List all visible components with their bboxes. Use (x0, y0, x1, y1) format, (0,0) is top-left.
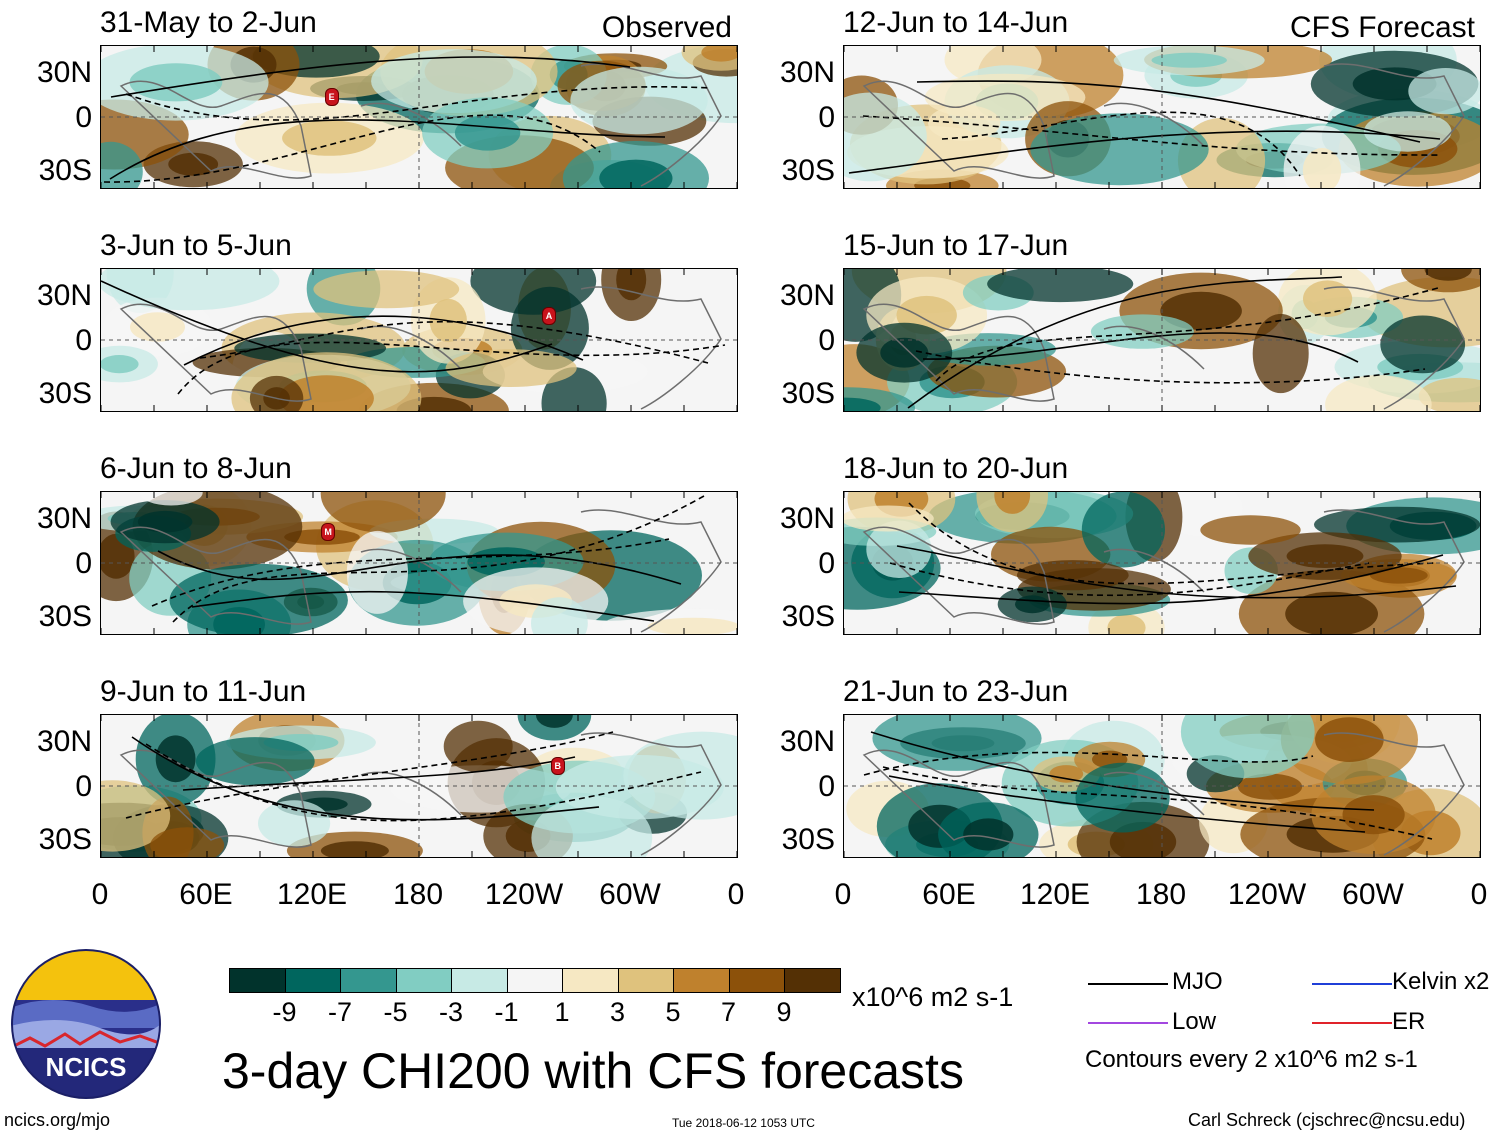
colorbar-tick-label: 9 (776, 997, 792, 1027)
colorbar-tick-label: -9 (272, 997, 297, 1027)
legend-label-mjo: MJO (1172, 968, 1223, 995)
colorbar-swatch (396, 969, 452, 992)
x-tick-label: 60W (599, 878, 661, 911)
y-tick-label: 0 (75, 101, 92, 134)
colorbar-tick-label: -1 (494, 997, 519, 1027)
y-tick-label: 30N (36, 725, 92, 758)
y-tick-label: 30N (36, 56, 92, 89)
ncics-logo: NCICS (10, 948, 162, 1100)
footer-credit: Carl Schreck (cjschrec@ncsu.edu) (1188, 1110, 1466, 1130)
map-panel (843, 45, 1481, 189)
x-tick-label: 120W (484, 878, 564, 911)
panel-title: 15-Jun to 17-Jun (843, 229, 1069, 262)
event-marker: A (541, 307, 556, 326)
colorbar-swatch (729, 969, 785, 992)
panel-title: 6-Jun to 8-Jun (100, 452, 292, 485)
colorbar-swatch (618, 969, 674, 992)
colorbar-swatch (563, 969, 619, 992)
colorbar-units: x10^6 m2 s-1 (852, 982, 1014, 1012)
colorbar-tick-label: 1 (554, 997, 570, 1027)
x-tick-label: 120W (1227, 878, 1307, 911)
colorbar-swatch (230, 969, 286, 992)
colorbar-swatch (341, 969, 397, 992)
x-tick-label: 0 (727, 878, 745, 911)
legend-label-low: Low (1172, 1008, 1217, 1035)
x-tick-label: 0 (91, 878, 109, 911)
x-tick-label: 60W (1342, 878, 1404, 911)
panel-title: 12-Jun to 14-Jun (843, 6, 1069, 39)
legend-label-kelvin: Kelvin x2 (1392, 968, 1490, 995)
y-tick-label: 30N (36, 279, 92, 312)
colorbar-tick-label: 3 (609, 997, 626, 1027)
y-tick-label: 30S (781, 377, 835, 410)
footer-timestamp: Tue 2018-06-12 1053 UTC (672, 1116, 815, 1130)
colorbar-swatch (452, 969, 508, 992)
colorbar (229, 968, 841, 993)
y-tick-label: 30S (781, 154, 835, 187)
legend-line-mjo (1088, 983, 1168, 985)
x-tick-label: 60E (179, 878, 233, 911)
panel-title: 31-May to 2-Jun (100, 6, 317, 39)
legend-line-low (1088, 1022, 1168, 1024)
panel-label: Observed (601, 11, 732, 44)
map-panel: A (100, 268, 738, 412)
footer-url[interactable]: ncics.org/mjo (4, 1110, 111, 1130)
y-tick-label: 30S (781, 823, 835, 856)
panel-title: 18-Jun to 20-Jun (843, 452, 1069, 485)
colorbar-tick-label: -5 (383, 997, 408, 1027)
event-marker: B (550, 756, 565, 775)
y-tick-label: 0 (75, 324, 92, 357)
y-tick-label: 30N (36, 502, 92, 535)
y-tick-label: 0 (818, 547, 835, 580)
y-tick-label: 30N (779, 725, 835, 758)
colorbar-tick-label: -7 (327, 997, 352, 1027)
colorbar-tick-label: 7 (720, 997, 737, 1027)
y-tick-label: 30S (38, 377, 92, 410)
y-tick-label: 0 (818, 324, 835, 357)
main-title: 3-day CHI200 with CFS forecasts (222, 1043, 964, 1099)
x-tick-label: 60E (922, 878, 976, 911)
event-marker: E (324, 87, 339, 106)
map-panel (843, 714, 1481, 858)
y-tick-label: 30S (38, 154, 92, 187)
y-tick-label: 30S (38, 600, 92, 633)
legend-note: Contours every 2 x10^6 m2 s-1 (1085, 1046, 1418, 1073)
panel-title: 21-Jun to 23-Jun (843, 675, 1069, 708)
y-tick-label: 0 (75, 547, 92, 580)
y-tick-label: 30S (38, 823, 92, 856)
y-tick-label: 30N (779, 279, 835, 312)
map-panel: M (100, 491, 738, 635)
x-tick-label: 120E (1019, 878, 1091, 911)
x-tick-label: 180 (392, 878, 444, 911)
colorbar-swatch (507, 969, 563, 992)
panel-title: 3-Jun to 5-Jun (100, 229, 292, 262)
map-panel: B (100, 714, 738, 858)
map-panel (843, 268, 1481, 412)
y-tick-label: 0 (818, 101, 835, 134)
colorbar-swatch (785, 969, 840, 992)
x-tick-label: 120E (276, 878, 348, 911)
y-tick-label: 0 (818, 770, 835, 803)
colorbar-tick-label: -3 (438, 997, 463, 1027)
map-panel: E (100, 45, 738, 189)
colorbar-swatch (285, 969, 341, 992)
x-tick-label: 0 (1470, 878, 1488, 911)
y-tick-label: 0 (75, 770, 92, 803)
logo-text: NCICS (46, 1052, 127, 1082)
y-tick-label: 30N (779, 56, 835, 89)
y-tick-label: 30N (779, 502, 835, 535)
panel-label: CFS Forecast (1289, 11, 1475, 44)
y-tick-label: 30S (781, 600, 835, 633)
x-tick-label: 0 (834, 878, 852, 911)
x-tick-label: 180 (1135, 878, 1187, 911)
colorbar-swatch (674, 969, 730, 992)
map-panel (843, 491, 1481, 635)
legend-line-kelvin (1312, 983, 1392, 985)
legend-line-er (1312, 1022, 1392, 1024)
legend-label-er: ER (1392, 1008, 1426, 1035)
panel-title: 9-Jun to 11-Jun (100, 675, 307, 708)
colorbar-tick-label: 5 (665, 997, 681, 1027)
event-marker: M (321, 523, 336, 542)
